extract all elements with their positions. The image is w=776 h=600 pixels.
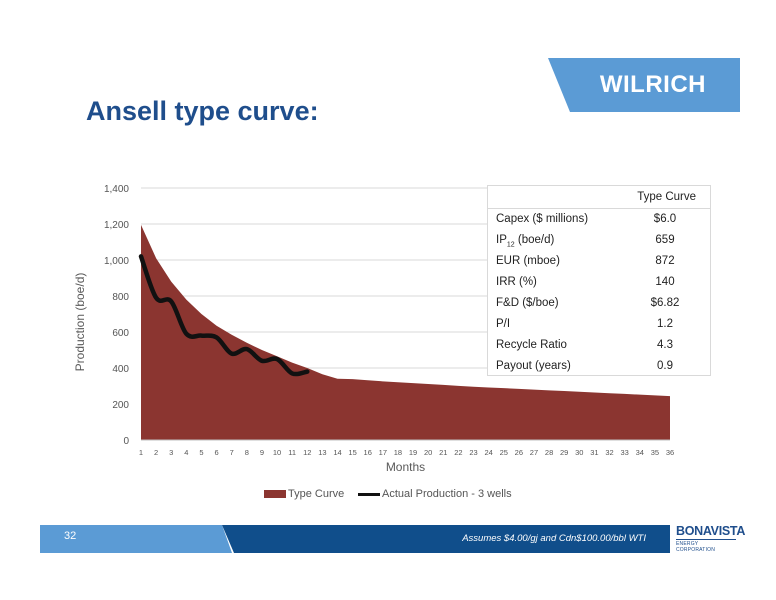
legend-item-type-curve: Type Curve	[264, 488, 344, 500]
x-tick-label: 22	[454, 448, 462, 457]
region-tag-label: WILRICH	[599, 71, 706, 98]
x-tick-label: 29	[560, 448, 568, 457]
y-tick-label: 1,400	[104, 184, 129, 195]
y-tick-label: 0	[123, 436, 129, 447]
x-axis-title: Months	[386, 460, 425, 474]
footer-assumption-band: Assumes $4.00/gj and Cdn$100.00/bbl WTI	[222, 525, 670, 553]
x-tick-label: 23	[469, 448, 477, 457]
x-tick-label: 28	[545, 448, 553, 457]
table-row-label-text: IP	[496, 234, 507, 246]
logo-subtitle: ENERGY CORPORATION	[676, 541, 716, 553]
legend-label-type-curve: Type Curve	[288, 488, 345, 500]
x-tick-label: 27	[530, 448, 538, 457]
table-row-label: Recycle Ratio	[496, 339, 567, 351]
x-tick-label: 15	[348, 448, 356, 457]
y-axis-title: Production (boe/d)	[73, 273, 87, 372]
x-tick-label: 9	[260, 448, 264, 457]
x-tick-label: 31	[590, 448, 598, 457]
x-tick-label: 26	[515, 448, 523, 457]
table-row-value: $6.0	[653, 213, 677, 225]
x-tick-label: 36	[666, 448, 674, 457]
legend-swatch-actual-production	[358, 492, 380, 496]
table-row: EUR (mboe) 872	[488, 252, 710, 273]
table-row-value: 872	[655, 255, 675, 267]
y-tick-label: 200	[112, 400, 129, 411]
x-tick-label: 19	[409, 448, 417, 457]
type-curve-area	[141, 224, 670, 440]
x-tick-label: 12	[303, 448, 311, 457]
x-tick-label: 35	[651, 448, 659, 457]
x-tick-label: 10	[273, 448, 281, 457]
table-row-label: F&D ($/boe)	[496, 297, 559, 309]
table-row-label: P/I	[496, 318, 511, 330]
x-tick-label: 8	[245, 448, 249, 457]
footer-page-band: 32	[40, 525, 232, 553]
table-row: IRR (%) 140	[488, 273, 710, 294]
x-tick-label: 4	[184, 448, 188, 457]
x-tick-label: 20	[424, 448, 432, 457]
table-row: Capex ($ millions) $6.0	[488, 210, 710, 231]
logo-rule	[676, 539, 736, 540]
table-row-label: Payout (years)	[496, 360, 571, 372]
x-tick-label: 2	[154, 448, 158, 457]
y-tick-label: 400	[112, 364, 129, 375]
x-tick-label: 33	[620, 448, 628, 457]
logo-wordmark: BONAVISTA	[676, 524, 746, 538]
x-tick-label: 13	[318, 448, 326, 457]
y-tick-label: 800	[112, 292, 129, 303]
x-tick-label: 1	[139, 448, 143, 457]
actual-production-line	[138, 254, 310, 377]
table-row-label: IP12 (boe/d)	[496, 234, 554, 248]
x-tick-label: 11	[288, 448, 296, 457]
economics-table: Type Curve Capex ($ millions) $6.0 IP12 (b…	[487, 185, 711, 376]
table-row-label: Capex ($ millions)	[496, 213, 589, 225]
table-row-label: IRR (%)	[496, 276, 537, 288]
legend-swatch-type-curve	[264, 490, 286, 499]
x-tick-label: 14	[333, 448, 341, 457]
table-row-value: 0.9	[657, 360, 673, 372]
region-tag: WILRICH	[548, 58, 740, 112]
company-logo: BONAVISTA ENERGY CORPORATION	[676, 524, 746, 554]
y-tick-label: 1,000	[104, 256, 129, 267]
actual-production-layer	[138, 254, 310, 377]
table-column-header: Type Curve	[637, 191, 696, 203]
x-tick-label: 24	[484, 448, 492, 457]
x-tick-label: 6	[214, 448, 218, 457]
x-tick-label: 5	[199, 448, 203, 457]
legend-label-actual-production: Actual Production - 3 wells	[382, 488, 512, 500]
table-header: Type Curve	[488, 190, 710, 209]
x-tick-label: 25	[500, 448, 508, 457]
table-row-value: 659	[655, 234, 675, 246]
table-row: P/I 1.2	[488, 315, 710, 336]
table-row: Recycle Ratio 4.3	[488, 336, 710, 357]
x-tick-label: 21	[439, 448, 447, 457]
x-tick-label: 18	[394, 448, 402, 457]
x-tick-label: 17	[379, 448, 387, 457]
x-tick-label: 34	[636, 448, 644, 457]
price-assumption: Assumes $4.00/gj and Cdn$100.00/bbl WTI	[462, 533, 646, 544]
table-row: Payout (years) 0.9	[488, 357, 710, 378]
table-row-label: EUR (mboe)	[496, 255, 560, 267]
table-row-label-subscript: 12	[506, 241, 515, 249]
table-row-value: 1.2	[657, 318, 673, 330]
page-number: 32	[64, 530, 77, 542]
table-row-value: $6.82	[650, 297, 680, 309]
table-row: F&D ($/boe) $6.82	[488, 294, 710, 315]
type-curve-area-layer	[141, 224, 670, 440]
x-tick-label: 3	[169, 448, 173, 457]
y-tick-label: 600	[112, 328, 129, 339]
x-tick-label: 32	[605, 448, 613, 457]
x-tick-label: 30	[575, 448, 583, 457]
table-row-label-suffix: (boe/d)	[514, 234, 555, 246]
page-title: Ansell type curve:	[86, 96, 319, 126]
legend-item-actual-production: Actual Production - 3 wells	[358, 488, 512, 500]
table-row: IP12 (boe/d) 659	[488, 231, 710, 252]
table-row-value: 140	[655, 276, 675, 288]
x-tick-label: 16	[364, 448, 372, 457]
x-tick-label: 7	[230, 448, 234, 457]
table-row-value: 4.3	[657, 339, 673, 351]
y-tick-label: 1,200	[104, 220, 129, 231]
